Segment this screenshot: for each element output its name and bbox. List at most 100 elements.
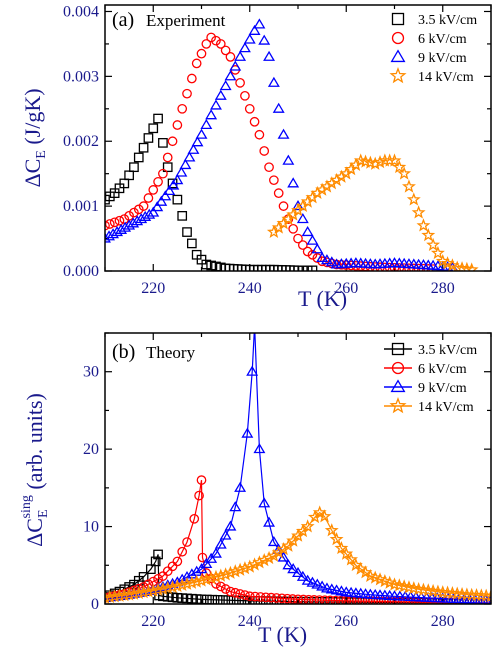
theory-data-point [220,584,231,594]
experiment-data-point [387,153,402,167]
theory-x-tick-label: 240 [238,613,262,630]
experiment-data-point [195,128,208,139]
theory-data-point [194,490,204,501]
theory-data-point [287,563,300,574]
theory-data-point [241,427,254,438]
experiment-data-point [162,152,173,163]
theory-data-point [195,563,208,574]
experiment-data-point [248,24,261,35]
theory-data-point [218,595,228,604]
theory-data-point [242,559,257,573]
experiment-data-point [238,42,251,53]
theory-data-point [197,552,208,563]
experiment-y-tick-label: 0.003 [63,68,99,85]
experiment-data-point [311,243,324,254]
theory-data-point [212,595,223,604]
theory-data-point [334,540,349,555]
experiment-data-point [397,166,412,180]
experiment-data-point [172,120,183,130]
experiment-data-point [182,227,192,237]
experiment-x-tick-label: 240 [238,280,262,297]
experiment-plot-area [105,18,479,271]
theory-data-point [319,595,330,604]
theory-data-point [325,595,336,604]
experiment-data-point [220,45,231,56]
theory-data-point [287,596,298,604]
experiment-data-point [320,254,333,265]
theory-series-line [105,480,491,604]
theory-y-tick-label: 20 [83,441,99,458]
experiment-data-point [151,201,164,212]
experiment-legend-label: 3.5 kV/cm [418,13,477,28]
theory-data-point [267,535,280,547]
theory-legend-marker [390,379,406,393]
theory-data-point [143,579,154,590]
theory-data-point [196,475,207,485]
experiment-data-point [159,190,172,201]
theory-data-point [131,585,146,600]
experiment-data-point [253,18,266,29]
theory-data-point [117,588,132,602]
experiment-series-circle [105,32,438,271]
theory-data-point [200,557,213,569]
theory-data-point [253,443,266,454]
experiment-data-point [307,249,318,260]
experiment-data-point [243,33,256,44]
theory-data-point [170,578,185,593]
theory-data-point [189,574,204,588]
theory-y-tick-label: 30 [83,364,99,381]
theory-data-point [215,581,226,592]
experiment-data-point [244,103,255,114]
theory-legend: 3.5 kV/cm 6 kV/cm 9 kV/cm 14 kV/cm [384,342,477,415]
theory-data-point [271,545,286,559]
theory-data-point [219,529,232,540]
theory-data-point [260,592,271,603]
theory-data-point [277,593,287,604]
theory-data-point [153,549,163,560]
experiment-data-point [114,215,125,226]
experiment-x-tick-label: 260 [334,280,358,297]
experiment-data-point [324,176,339,190]
theory-data-point [184,575,199,589]
theory-data-point [262,550,276,565]
experiment-data-point [211,35,221,46]
experiment-data-point [254,129,265,140]
experiment-legend-label: 14 kV/cm [418,70,474,85]
theory-legend-label: 9 kV/cm [418,381,467,396]
experiment-data-point [191,136,204,147]
experiment-data-point [167,136,178,147]
theory-data-point [252,555,267,569]
experiment-data-point [426,237,441,251]
theory-legend-marker [389,397,407,414]
theory-data-point [255,592,266,602]
experiment-data-point [249,116,260,127]
experiment-data-point [182,88,192,99]
theory-data-point [180,576,194,590]
experiment-panel: 220 240 260 280 0.000 0.001 0.002 0.003 0.004 (a… [20,3,492,311]
theory-legend-label: 14 kV/cm [418,400,474,415]
experiment-data-point [133,204,144,215]
theory-x-tick-label: 280 [431,613,455,630]
experiment-legend-label: 6 kV/cm [418,32,467,47]
theory-data-point [141,584,156,598]
theory-data-point [368,596,378,604]
experiment-y-tick-label: 0.004 [63,3,99,20]
theory-data-point [172,556,183,567]
experiment-x-tick-label: 220 [141,280,165,297]
theory-x-axis-label: T (K) [258,622,307,647]
experiment-y-tick-label: 0.002 [63,133,99,150]
experiment-data-point [179,158,192,170]
experiment-data-point [153,176,163,187]
experiment-data-point [138,201,149,211]
experiment-data-point [167,179,180,190]
theory-data-point [405,597,416,604]
theory-data-point [182,537,192,547]
theory-data-point [234,481,247,492]
experiment-data-point [177,211,188,221]
experiment-data-point [234,50,247,61]
theory-y-axis-label: ΔCEsing (arb. units) [19,393,51,547]
experiment-legend-marker [390,49,406,63]
theory-y-tick-label: 0 [91,596,99,613]
experiment-legend-marker [391,12,405,26]
theory-data-point [329,532,344,546]
